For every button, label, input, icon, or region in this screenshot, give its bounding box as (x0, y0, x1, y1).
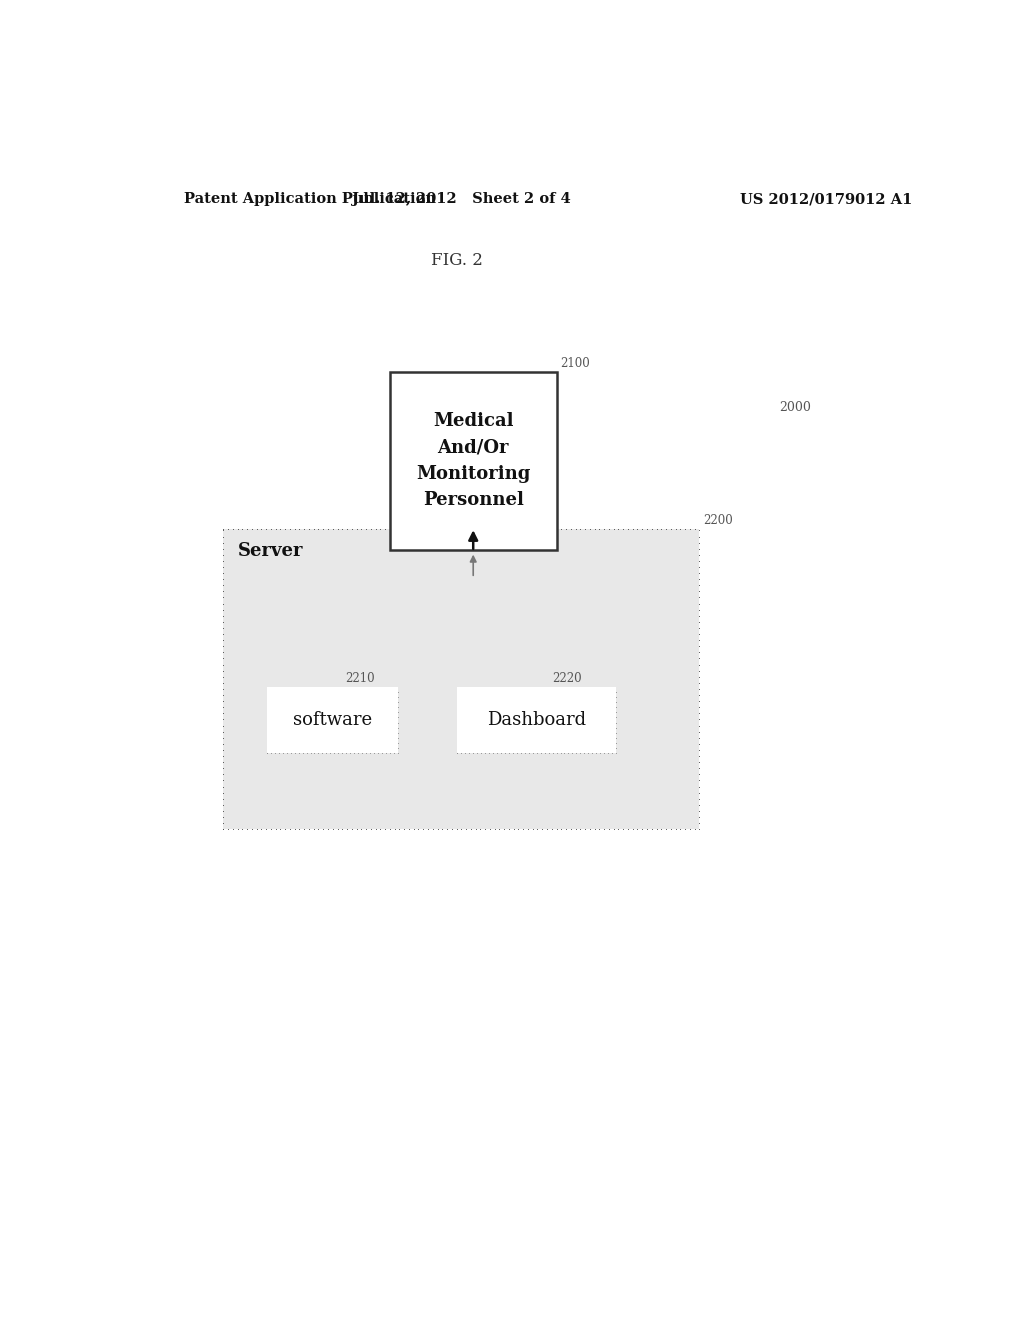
Text: US 2012/0179012 A1: US 2012/0179012 A1 (740, 191, 912, 206)
Text: Jul. 12, 2012   Sheet 2 of 4: Jul. 12, 2012 Sheet 2 of 4 (352, 191, 570, 206)
Bar (458, 686, 616, 752)
Text: 2200: 2200 (703, 515, 733, 528)
Bar (223, 529, 699, 829)
Bar (267, 686, 397, 752)
Text: 2210: 2210 (345, 672, 375, 685)
Text: Medical
And/Or
Monitoring
Personnel: Medical And/Or Monitoring Personnel (416, 412, 530, 510)
Text: Server: Server (238, 541, 303, 560)
Text: 2100: 2100 (560, 356, 590, 370)
Text: software: software (293, 711, 372, 729)
Text: Dashboard: Dashboard (487, 711, 587, 729)
Text: FIG. 2: FIG. 2 (431, 252, 483, 268)
Text: Patent Application Publication: Patent Application Publication (183, 191, 435, 206)
Text: 2220: 2220 (553, 672, 583, 685)
Text: 2000: 2000 (778, 401, 811, 414)
Bar (390, 372, 557, 549)
